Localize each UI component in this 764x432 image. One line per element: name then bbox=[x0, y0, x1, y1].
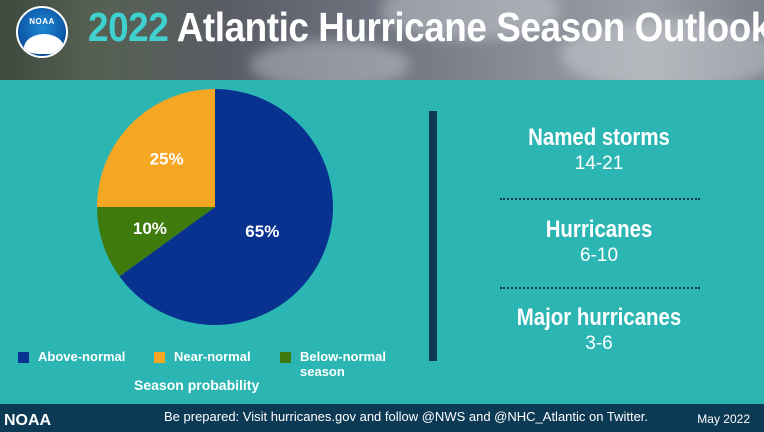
dotted-divider bbox=[500, 287, 700, 289]
dotted-divider bbox=[500, 198, 700, 200]
stat-value: 6-10 bbox=[472, 245, 726, 267]
footer-message: Be prepared: Visit hurricanes.gov and fo… bbox=[164, 409, 648, 424]
stat-hurricanes: Hurricanes 6-10 bbox=[472, 216, 726, 267]
pie-slice-near-normal bbox=[97, 89, 215, 207]
legend-label: Below-normal season bbox=[300, 349, 420, 379]
logo-text: NOAA bbox=[18, 17, 66, 26]
stat-label: Major hurricanes bbox=[491, 304, 707, 332]
footer-bar: NOAA Be prepared: Visit hurricanes.gov a… bbox=[0, 404, 764, 432]
noaa-logo: NOAA bbox=[16, 6, 68, 58]
pie-data-label: 65% bbox=[245, 222, 279, 241]
title-year: 2022 bbox=[88, 4, 168, 50]
legend-swatch bbox=[18, 352, 29, 363]
stat-value: 3-6 bbox=[472, 333, 726, 355]
legend-label: Near-normal bbox=[174, 349, 251, 364]
legend-swatch bbox=[280, 352, 291, 363]
page-title: 2022 Atlantic Hurricane Season Outlook bbox=[88, 4, 764, 51]
pie-data-label: 10% bbox=[133, 219, 167, 238]
season-probability-caption: Season probability bbox=[134, 377, 259, 393]
stat-label: Named storms bbox=[491, 124, 707, 152]
stat-value: 14-21 bbox=[472, 153, 726, 175]
legend-swatch bbox=[154, 352, 165, 363]
vertical-divider bbox=[429, 111, 437, 361]
stat-label: Hurricanes bbox=[491, 216, 707, 244]
legend-label: Above-normal bbox=[38, 349, 125, 364]
footer-org: NOAA bbox=[4, 412, 51, 430]
stat-major-hurricanes: Major hurricanes 3-6 bbox=[472, 304, 726, 355]
pie-data-label: 25% bbox=[150, 150, 184, 169]
seagull-wave-icon bbox=[24, 34, 64, 54]
footer-date: May 2022 bbox=[697, 412, 750, 426]
title-text: Atlantic Hurricane Season Outlook bbox=[177, 4, 764, 50]
header-banner: NOAA 2022 Atlantic Hurricane Season Outl… bbox=[0, 0, 764, 80]
stat-named-storms: Named storms 14-21 bbox=[472, 124, 726, 175]
